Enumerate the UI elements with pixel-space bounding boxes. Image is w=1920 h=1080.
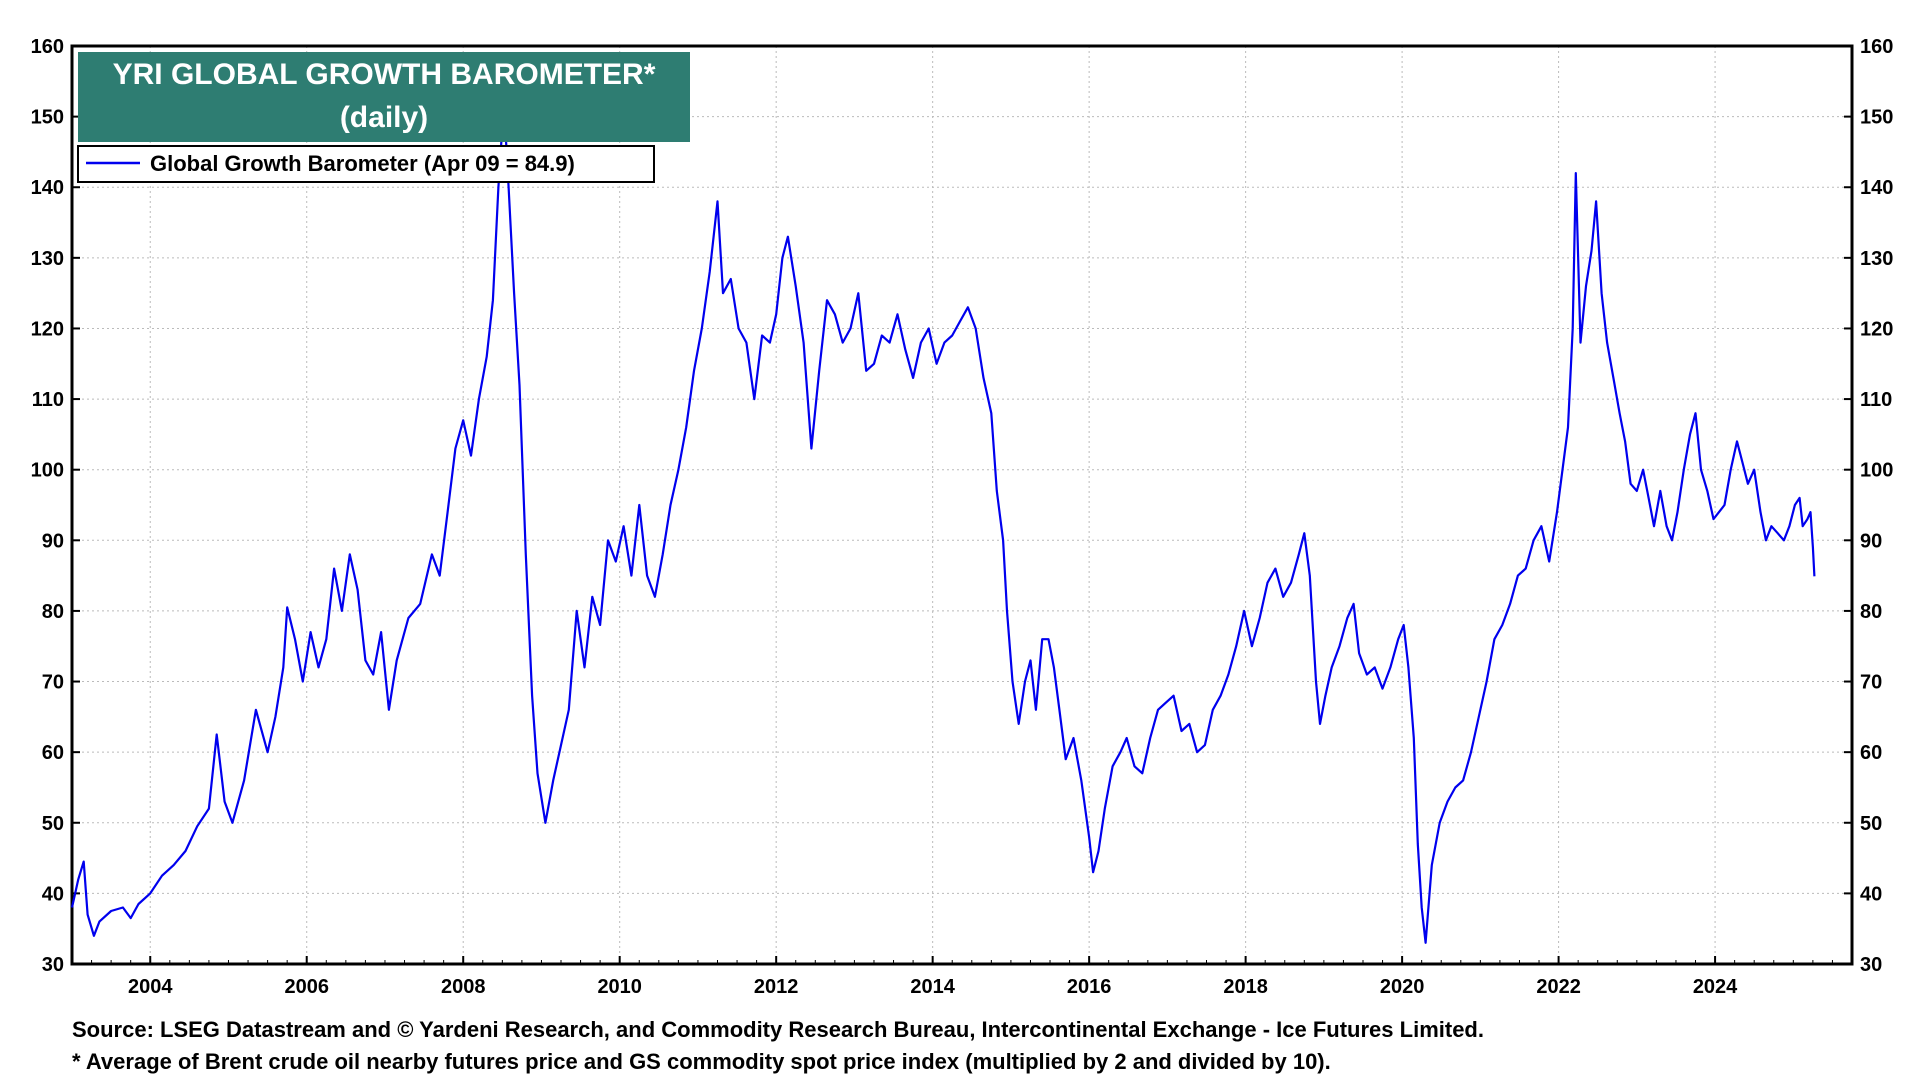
plot-frame	[70, 44, 1854, 966]
y-tick-label-right: 110	[1860, 389, 1892, 411]
y-tick-label: 120	[31, 318, 64, 340]
axis-ticks: 30 30 40 40 50 50 60 60 70 70 80 80 90 90 100 100 110 110…	[31, 36, 1894, 998]
y-tick-label-right: 160	[1860, 36, 1893, 58]
y-tick-label-right: 70	[1860, 672, 1882, 694]
title-background	[78, 52, 690, 142]
y-tick-label: 130	[31, 248, 64, 270]
y-tick-label: 90	[42, 530, 64, 552]
y-tick-label-right: 40	[1860, 883, 1882, 905]
y-tick-label: 150	[31, 107, 64, 129]
series-line-global-growth-barometer	[70, 101, 1816, 944]
y-tick-label: 30	[42, 954, 64, 976]
legend-box	[77, 145, 655, 183]
y-tick-label-right: 150	[1860, 107, 1893, 129]
y-tick-label-right: 130	[1860, 248, 1893, 270]
y-tick-label: 110	[32, 389, 64, 411]
y-tick-label-right: 120	[1860, 318, 1893, 340]
y-tick-label: 100	[31, 460, 64, 482]
x-tick-label: 2008	[441, 976, 486, 998]
y-tick-label-right: 80	[1860, 601, 1882, 623]
x-tick-label: 2004	[128, 976, 173, 998]
y-tick-label: 60	[42, 742, 64, 764]
grid	[72, 46, 1852, 964]
y-tick-label-right: 90	[1860, 530, 1882, 552]
x-tick-label: 2010	[597, 976, 642, 998]
y-tick-label-right: 140	[1860, 177, 1893, 199]
y-tick-label-right: 50	[1860, 813, 1882, 835]
source-note: Source: LSEG Datastream and © Yardeni Re…	[72, 1017, 1484, 1042]
legend: Global Growth Barometer (Apr 09 = 84.9)	[77, 145, 655, 183]
series-layer	[70, 101, 1816, 944]
chart-title: YRI GLOBAL GROWTH BAROMETER*	[113, 58, 656, 91]
y-tick-label-right: 100	[1860, 460, 1893, 482]
x-tick-label: 2018	[1223, 976, 1268, 998]
y-tick-label: 40	[42, 883, 64, 905]
x-tick-label: 2024	[1693, 976, 1738, 998]
y-tick-label: 160	[31, 36, 64, 58]
x-tick-label: 2014	[910, 976, 955, 998]
x-tick-label: 2020	[1380, 976, 1425, 998]
footnote: * Average of Brent crude oil nearby futu…	[72, 1049, 1331, 1074]
y-tick-label-right: 30	[1860, 954, 1882, 976]
y-tick-label: 70	[42, 672, 64, 694]
chart-subtitle: (daily)	[340, 101, 428, 134]
title-box: YRI GLOBAL GROWTH BAROMETER* (daily)	[78, 52, 690, 142]
y-tick-label: 80	[42, 601, 64, 623]
x-tick-label: 2016	[1067, 976, 1112, 998]
x-tick-label: 2022	[1536, 976, 1581, 998]
y-tick-label: 140	[31, 177, 64, 199]
y-tick-label: 50	[42, 813, 64, 835]
x-tick-label: 2006	[284, 976, 329, 998]
x-tick-label: 2012	[754, 976, 799, 998]
legend-label: Global Growth Barometer (Apr 09 = 84.9)	[150, 151, 575, 176]
y-tick-label-right: 60	[1860, 742, 1882, 764]
